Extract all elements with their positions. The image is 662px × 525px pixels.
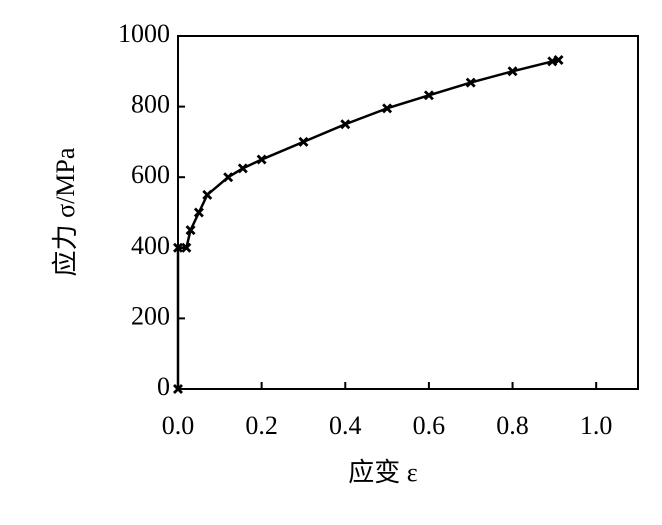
data-point [507, 66, 518, 77]
x-tick-label: 0.6 [413, 411, 446, 440]
y-tick-label: 600 [131, 160, 170, 189]
data-point [173, 242, 183, 253]
data-point [465, 77, 476, 88]
y-tick-label: 1000 [118, 19, 170, 48]
x-tick-label: 0.4 [329, 411, 362, 440]
y-tick-label: 0 [157, 372, 170, 401]
data-point [340, 119, 351, 130]
data-point [185, 225, 196, 236]
y-tick-label: 400 [131, 231, 170, 260]
x-tick-label: 0.8 [496, 411, 529, 440]
x-tick-label: 1.0 [580, 411, 613, 440]
y-tick-label: 800 [131, 90, 170, 119]
data-point [193, 207, 204, 218]
x-axis-label: 应变 ε [348, 458, 418, 487]
x-tick-label: 0.2 [245, 411, 278, 440]
y-axis-label: 应力 σ/MPa [51, 147, 80, 276]
x-tick-label: 0.0 [162, 411, 195, 440]
data-point [223, 172, 234, 183]
data-point [202, 189, 213, 200]
data-point [181, 242, 192, 253]
data-line [176, 58, 559, 389]
data-point [173, 384, 183, 394]
data-point [423, 90, 434, 101]
data-point [382, 103, 393, 114]
data-point [237, 163, 248, 174]
data-point [553, 55, 564, 65]
y-tick-label: 200 [131, 301, 170, 330]
data-point [256, 154, 267, 165]
plot-frame [177, 35, 639, 390]
data-point [298, 136, 309, 147]
